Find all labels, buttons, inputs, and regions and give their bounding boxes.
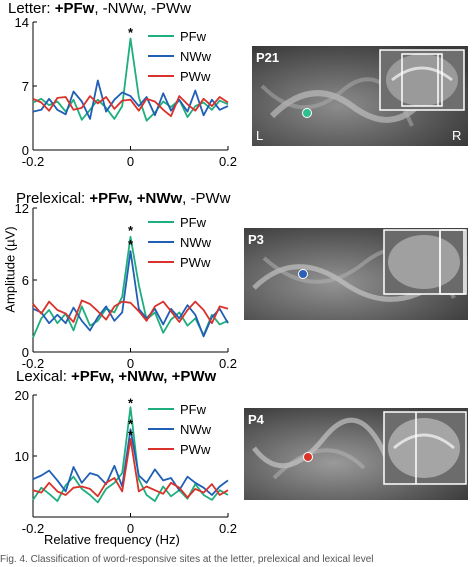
series-line-pww: [32, 299, 229, 325]
series-line-nww: [32, 79, 229, 120]
y-tick-label: 0: [22, 143, 29, 158]
figure-caption: Fig. 4. Classification of word-responsiv…: [0, 554, 374, 565]
title-part: +PFw: [71, 368, 111, 385]
x-tick-label: 0.2: [219, 154, 237, 169]
title-part: , +NWw: [110, 368, 164, 385]
legend-label-nww: NWw: [180, 235, 212, 250]
significance-marker: *: [128, 416, 134, 431]
panel-title-prelexical: Prelexical: +PFw, +NWw, -PWw: [16, 190, 231, 207]
title-part: , +NWw: [128, 190, 183, 207]
legend-label-nww: NWw: [180, 49, 212, 64]
significance-marker: *: [128, 237, 134, 252]
legend-label-pfw: PFw: [180, 402, 207, 417]
side-label-right: R: [452, 128, 462, 143]
subject-label-p4: P4: [248, 412, 264, 427]
y-tick-label: 10: [15, 449, 29, 464]
x-tick-label: 0.2: [219, 521, 237, 536]
legend-label-pww: PWw: [180, 69, 211, 84]
electrode-dot-p4: [303, 452, 313, 462]
x-tick-label: -0.2: [22, 356, 44, 371]
legend-label-nww: NWw: [180, 422, 212, 437]
subject-label-p21: P21: [256, 50, 280, 65]
y-tick-label: 12: [15, 201, 29, 216]
series-line-nww: [32, 428, 229, 496]
significance-marker: *: [128, 25, 134, 40]
y-tick-label: 14: [15, 15, 29, 30]
legend-label-pfw: PFw: [180, 29, 207, 44]
title-part: +PFw: [54, 0, 95, 17]
x-tick-label: -0.2: [22, 521, 44, 536]
significance-marker: *: [128, 223, 134, 238]
y-axis-label: Amplitude (µV): [2, 226, 18, 313]
title-part: +PFw: [89, 190, 129, 207]
x-tick-label: 0: [127, 521, 134, 536]
title-part: , -PWw: [142, 0, 191, 17]
panel-title-lexical: Lexical: +PFw, +NWw, +PWw: [16, 368, 216, 385]
x-tick-label: 0: [127, 154, 134, 169]
y-tick-label: 6: [22, 273, 29, 288]
x-tick-label: -0.2: [22, 154, 44, 169]
x-axis-label: Relative frequency (Hz): [44, 532, 180, 547]
mri-image-p4: [244, 408, 468, 500]
title-prefix: Letter:: [8, 0, 55, 17]
y-tick-label: 7: [22, 79, 29, 94]
electrode-dot-p21: [302, 108, 312, 118]
title-prefix: Prelexical:: [16, 190, 90, 207]
x-tick-label: 0.2: [219, 356, 237, 371]
legend-label-pfw: PFw: [180, 215, 207, 230]
panel-title-letter: Letter: +PFw, -NWw, -PWw: [8, 0, 191, 17]
mri-image-p3: [244, 228, 468, 320]
legend-label-pww: PWw: [180, 255, 211, 270]
mri-image-p21: [252, 46, 468, 146]
title-part: , -NWw: [94, 0, 143, 17]
y-tick-label: 0: [22, 345, 29, 360]
series-line-pww: [32, 95, 229, 118]
mri-drawing: [244, 228, 468, 320]
subject-label-p3: P3: [248, 232, 264, 247]
significance-marker: *: [128, 427, 134, 442]
side-label-left: L: [256, 128, 264, 143]
series-line-pww: [32, 437, 229, 499]
electrode-dot-p3: [298, 269, 308, 279]
series-line-pfw: [32, 406, 229, 504]
title-part: , -PWw: [182, 190, 231, 207]
y-tick-label: 20: [15, 388, 29, 403]
mri-drawing: [252, 46, 468, 146]
legend-label-pww: PWw: [180, 442, 211, 457]
x-tick-label: 0: [127, 356, 134, 371]
title-part: , +PWw: [163, 368, 217, 385]
significance-marker: *: [128, 396, 134, 411]
series-line-nww: [32, 250, 229, 338]
title-prefix: Lexical:: [16, 368, 72, 385]
mri-drawing: [244, 408, 468, 500]
